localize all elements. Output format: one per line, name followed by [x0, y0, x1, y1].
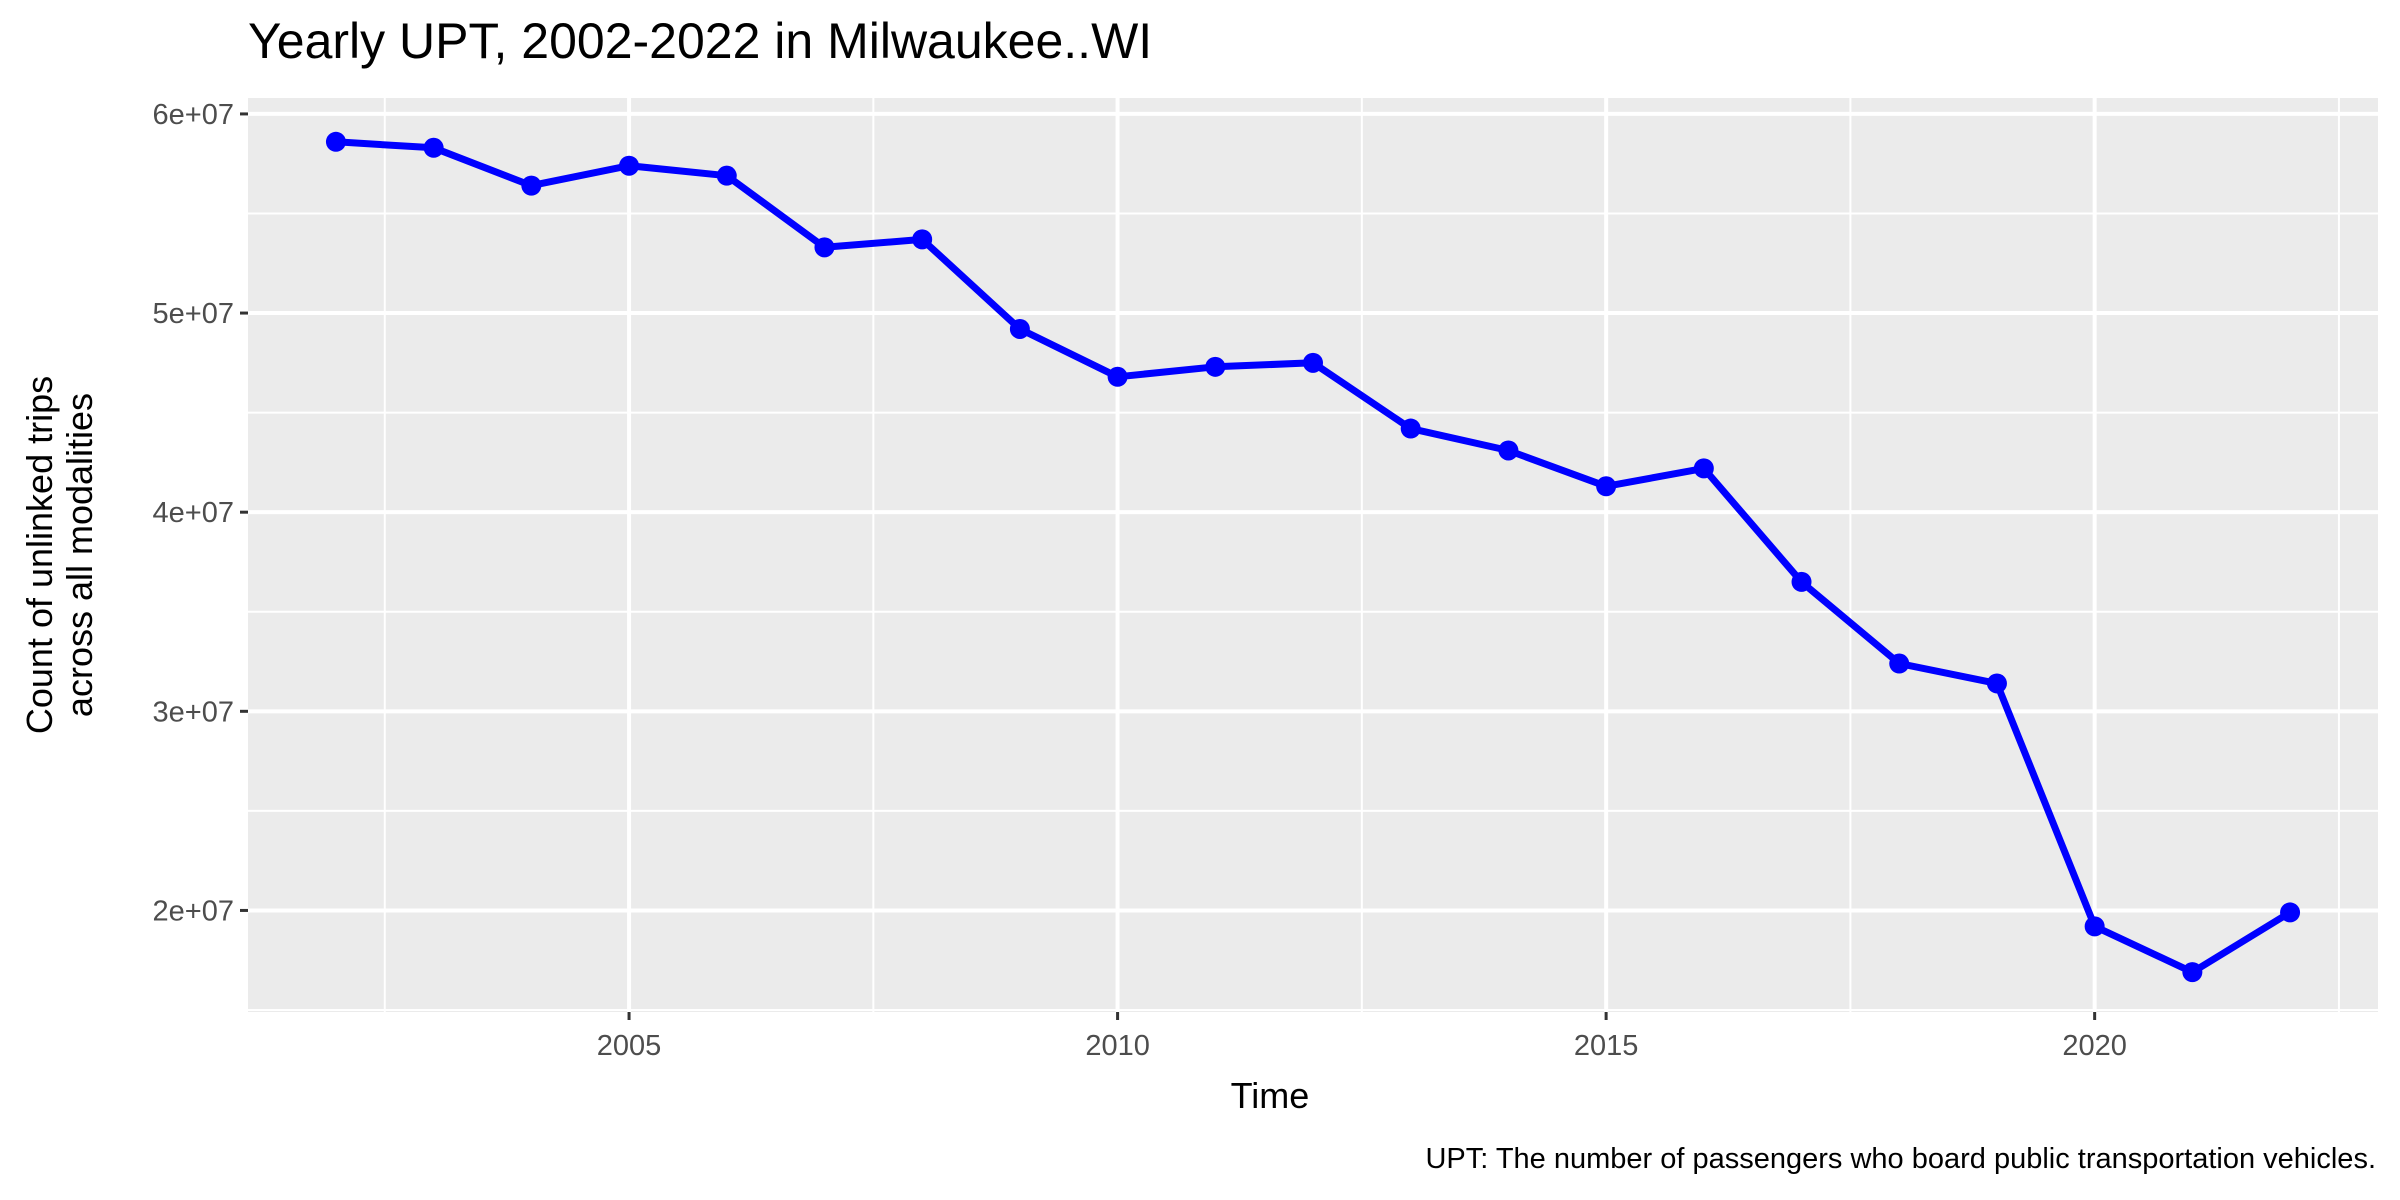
data-point	[1107, 366, 1128, 387]
data-point	[716, 165, 737, 186]
axis-ticks	[240, 112, 2097, 1020]
tick-labels: 2005 2010 2015 2020 2e+07 3e+07 4e+07 5e+07 6e+0…	[153, 99, 2127, 1062]
data-point	[1693, 458, 1714, 479]
plot-panel	[248, 98, 2378, 1012]
x-tick-label: 2015	[1574, 1030, 1639, 1062]
y-axis-title-line-2: across all modalities	[59, 393, 100, 717]
grid-major	[248, 98, 2378, 1012]
data-point	[325, 131, 346, 152]
y-tick-label: 5e+07	[153, 298, 234, 330]
data-point	[1986, 673, 2007, 694]
y-tick-label: 4e+07	[153, 497, 234, 529]
x-tick-label: 2020	[2062, 1030, 2127, 1062]
x-tick-label: 2010	[1085, 1030, 1150, 1062]
data-point	[2280, 902, 2301, 923]
data-point	[1791, 571, 1812, 592]
chart-title: Yearly UPT, 2002-2022 in Milwaukee..WI	[248, 13, 1152, 69]
x-axis-title: Time	[1231, 1075, 1310, 1116]
data-point	[1400, 418, 1421, 439]
y-tick-label: 6e+07	[153, 99, 234, 131]
data-point	[619, 155, 640, 176]
data-point	[423, 137, 444, 158]
x-tick-label: 2005	[597, 1030, 662, 1062]
data-point	[2084, 916, 2105, 937]
data-point	[1009, 318, 1030, 339]
data-point	[1303, 352, 1323, 373]
grid-minor	[248, 98, 2378, 1012]
series-layer	[325, 131, 2301, 983]
data-point	[1889, 653, 1910, 674]
data-point	[814, 237, 835, 258]
data-point	[2182, 962, 2203, 983]
chart-caption: UPT: The number of passengers who board …	[1425, 1143, 2376, 1175]
data-point	[1205, 356, 1226, 377]
data-point	[521, 175, 542, 196]
y-axis-title-line-1: Count of unlinked trips	[19, 376, 60, 734]
y-tick-label: 2e+07	[153, 895, 234, 927]
data-point	[1498, 440, 1519, 461]
y-tick-label: 3e+07	[153, 696, 234, 728]
data-point	[912, 229, 933, 250]
data-point	[1596, 476, 1617, 497]
